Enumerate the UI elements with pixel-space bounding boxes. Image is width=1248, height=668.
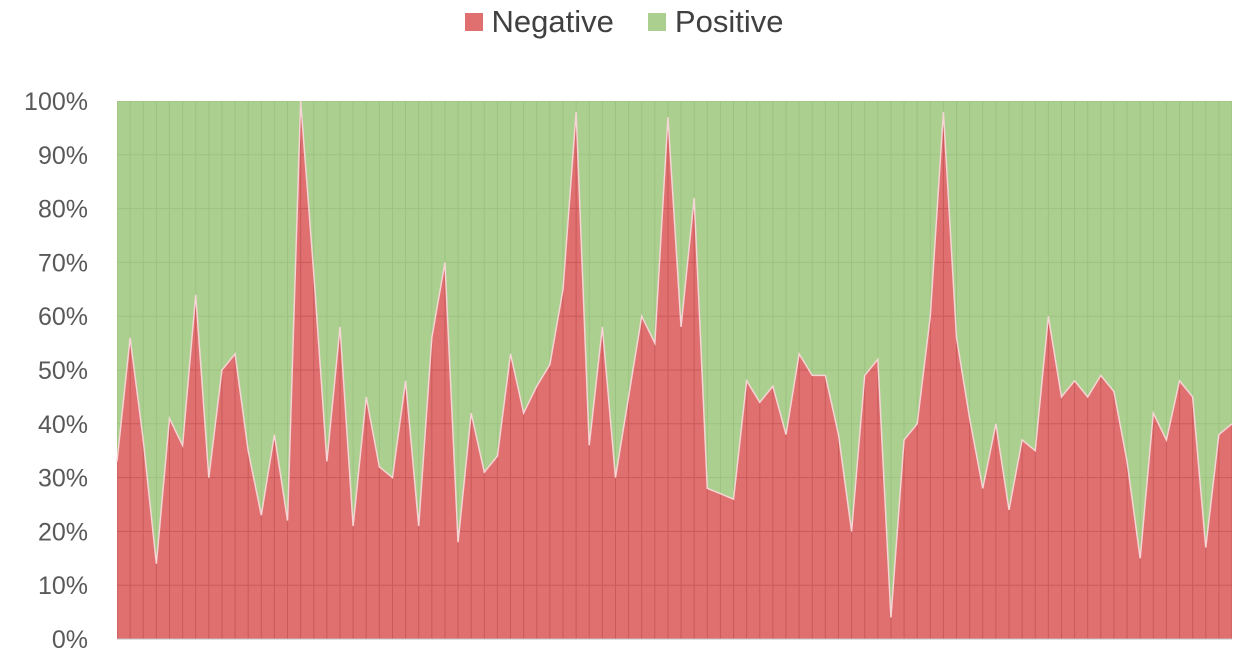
- y-tick-label: 10%: [38, 572, 88, 600]
- y-tick-label: 70%: [38, 249, 88, 277]
- legend-item-negative: Negative: [464, 4, 614, 40]
- y-tick-label: 0%: [52, 626, 88, 654]
- y-tick-label: 40%: [38, 411, 88, 439]
- y-tick-label: 100%: [24, 88, 88, 116]
- series-boundary-line: [116, 100, 1233, 618]
- y-tick-label: 60%: [38, 303, 88, 331]
- legend-swatch-positive: [647, 13, 666, 31]
- legend-swatch-negative: [464, 13, 483, 31]
- legend-item-positive: Positive: [647, 4, 784, 40]
- y-tick-label: 80%: [38, 196, 88, 224]
- area-positive: [117, 101, 1232, 618]
- legend-label-positive: Positive: [674, 4, 784, 39]
- legend: Negative Positive: [0, 4, 1248, 40]
- y-tick-label: 50%: [38, 357, 88, 385]
- legend-label-negative: Negative: [491, 4, 614, 39]
- y-tick-label: 90%: [38, 142, 88, 170]
- y-tick-label: 20%: [38, 518, 88, 546]
- y-tick-label: 30%: [38, 465, 88, 493]
